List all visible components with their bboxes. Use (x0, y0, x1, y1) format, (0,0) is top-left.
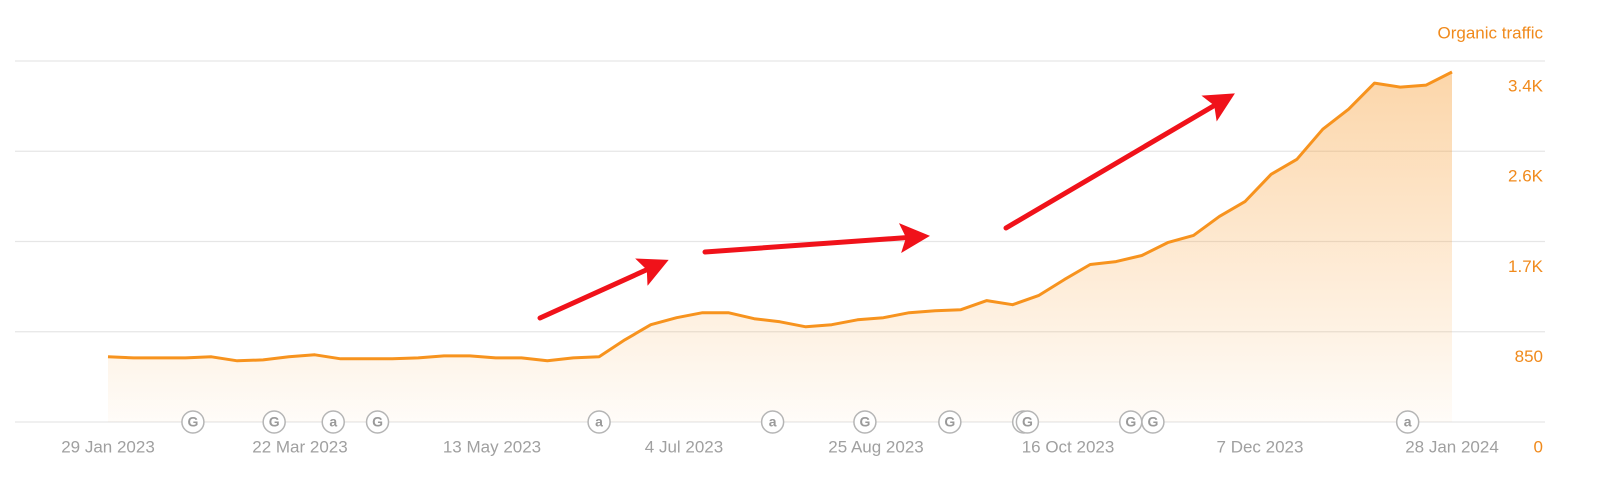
event-label: G (1147, 414, 1158, 430)
event-circle (321, 410, 345, 434)
event-label: a (1404, 414, 1412, 430)
event-label: G (1125, 414, 1136, 430)
event-label: G (1022, 414, 1033, 430)
event-marker: G (1015, 410, 1040, 434)
event-marker: G (1141, 410, 1165, 434)
area (108, 72, 1452, 422)
x-tick-label: 29 Jan 2023 (61, 437, 155, 456)
x-tick-label: 16 Oct 2023 (1022, 437, 1115, 456)
event-label: G (187, 414, 198, 430)
x-tick-label: 7 Dec 2023 (1217, 437, 1304, 456)
event-circle (262, 410, 286, 434)
annotations: GGaGaaGGGGGGa (181, 410, 1420, 434)
arrow (702, 223, 930, 255)
grid: 0 850 1.7K 2.6K 3.4K 29 Jan 2023 22 Mar 2023 13… (15, 60, 1545, 456)
event-marker: G (938, 410, 962, 434)
y-axis-title: Organic traffic (1437, 23, 1543, 42)
y-tick-label: 2.6K (1508, 167, 1544, 186)
event-circle (365, 410, 390, 434)
event-marker: G (853, 410, 877, 434)
event-label: G (859, 414, 870, 430)
event-marker: G (262, 410, 286, 434)
event-label: a (595, 414, 603, 430)
event-circle (1015, 410, 1040, 434)
y-tick-label: 1.7K (1508, 257, 1544, 276)
event-circle (181, 410, 205, 434)
event-label: a (769, 414, 777, 430)
x-tick-label: 4 Jul 2023 (645, 437, 723, 456)
x-tick-label: 25 Aug 2023 (828, 437, 923, 456)
y-tick-label: 850 (1515, 347, 1543, 366)
arrow (1003, 93, 1235, 231)
event-label: a (329, 414, 337, 430)
arrow (537, 258, 669, 321)
event-circle (587, 410, 611, 434)
line (107, 70, 1453, 363)
y-tick-label: 3.4K (1508, 76, 1544, 95)
event-marker: G (365, 410, 390, 434)
event-label: G (269, 414, 280, 430)
plot (107, 70, 1453, 422)
event-circle (1395, 410, 1420, 434)
event-circle (760, 410, 785, 434)
event-circle (853, 410, 877, 434)
event-marker: a (760, 410, 785, 434)
event-label: G (372, 414, 383, 430)
x-tick-label: 22 Mar 2023 (252, 437, 347, 456)
event-label: G (944, 414, 955, 430)
y-tick-label: 0 (1534, 437, 1543, 456)
event-circle (938, 410, 962, 434)
event-marker: a (587, 410, 611, 434)
event-marker: a (1395, 410, 1420, 434)
event-marker: a (321, 410, 345, 434)
x-tick-label: 13 May 2023 (443, 437, 541, 456)
event-marker: G (181, 410, 205, 434)
event-circle (1141, 410, 1165, 434)
x-tick-label: 28 Jan 2024 (1405, 437, 1499, 456)
arrows (537, 93, 1235, 321)
event-marker: G (1119, 410, 1143, 434)
